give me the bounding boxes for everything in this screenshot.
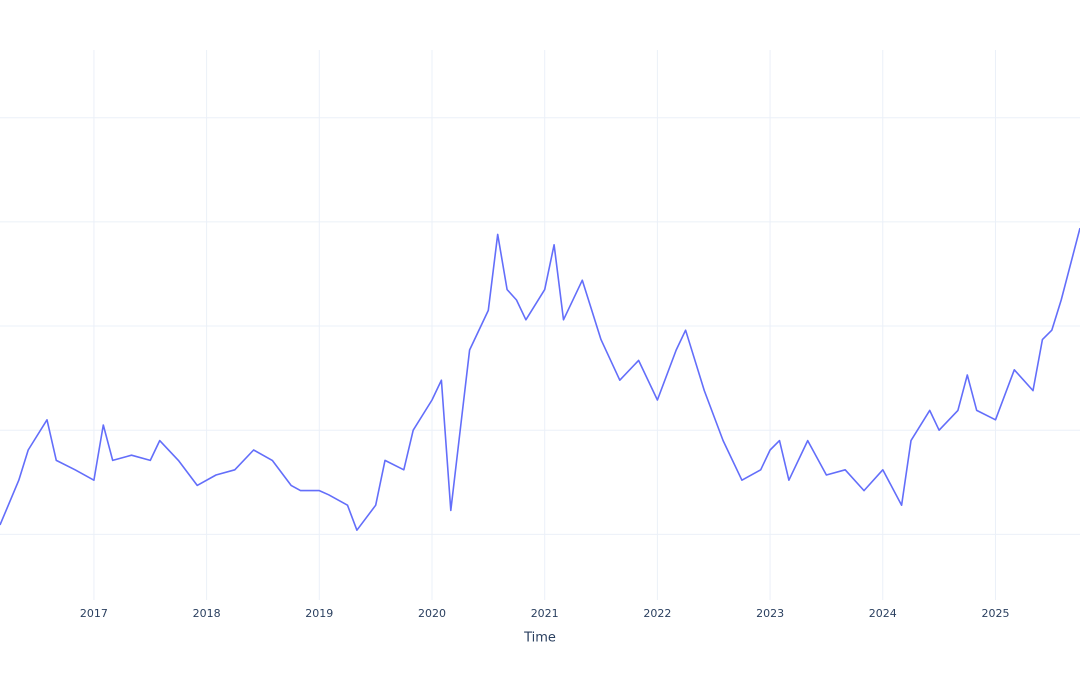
x-axis-title: Time xyxy=(523,631,556,646)
x-tick-label: 2022 xyxy=(643,607,671,620)
line xyxy=(0,227,1080,531)
x-tick-label: 2019 xyxy=(305,607,333,620)
x-tick-label: 2017 xyxy=(80,607,108,620)
x-tick-label: 2024 xyxy=(869,607,897,620)
x-tick-label: 2025 xyxy=(981,607,1009,620)
plot-area xyxy=(0,227,1080,531)
x-tick-label: 2018 xyxy=(193,607,221,620)
x-tick-label: 2020 xyxy=(418,607,446,620)
x-tick-label: 2021 xyxy=(531,607,559,620)
grid xyxy=(0,50,1080,600)
x-tick-label: 2023 xyxy=(756,607,784,620)
